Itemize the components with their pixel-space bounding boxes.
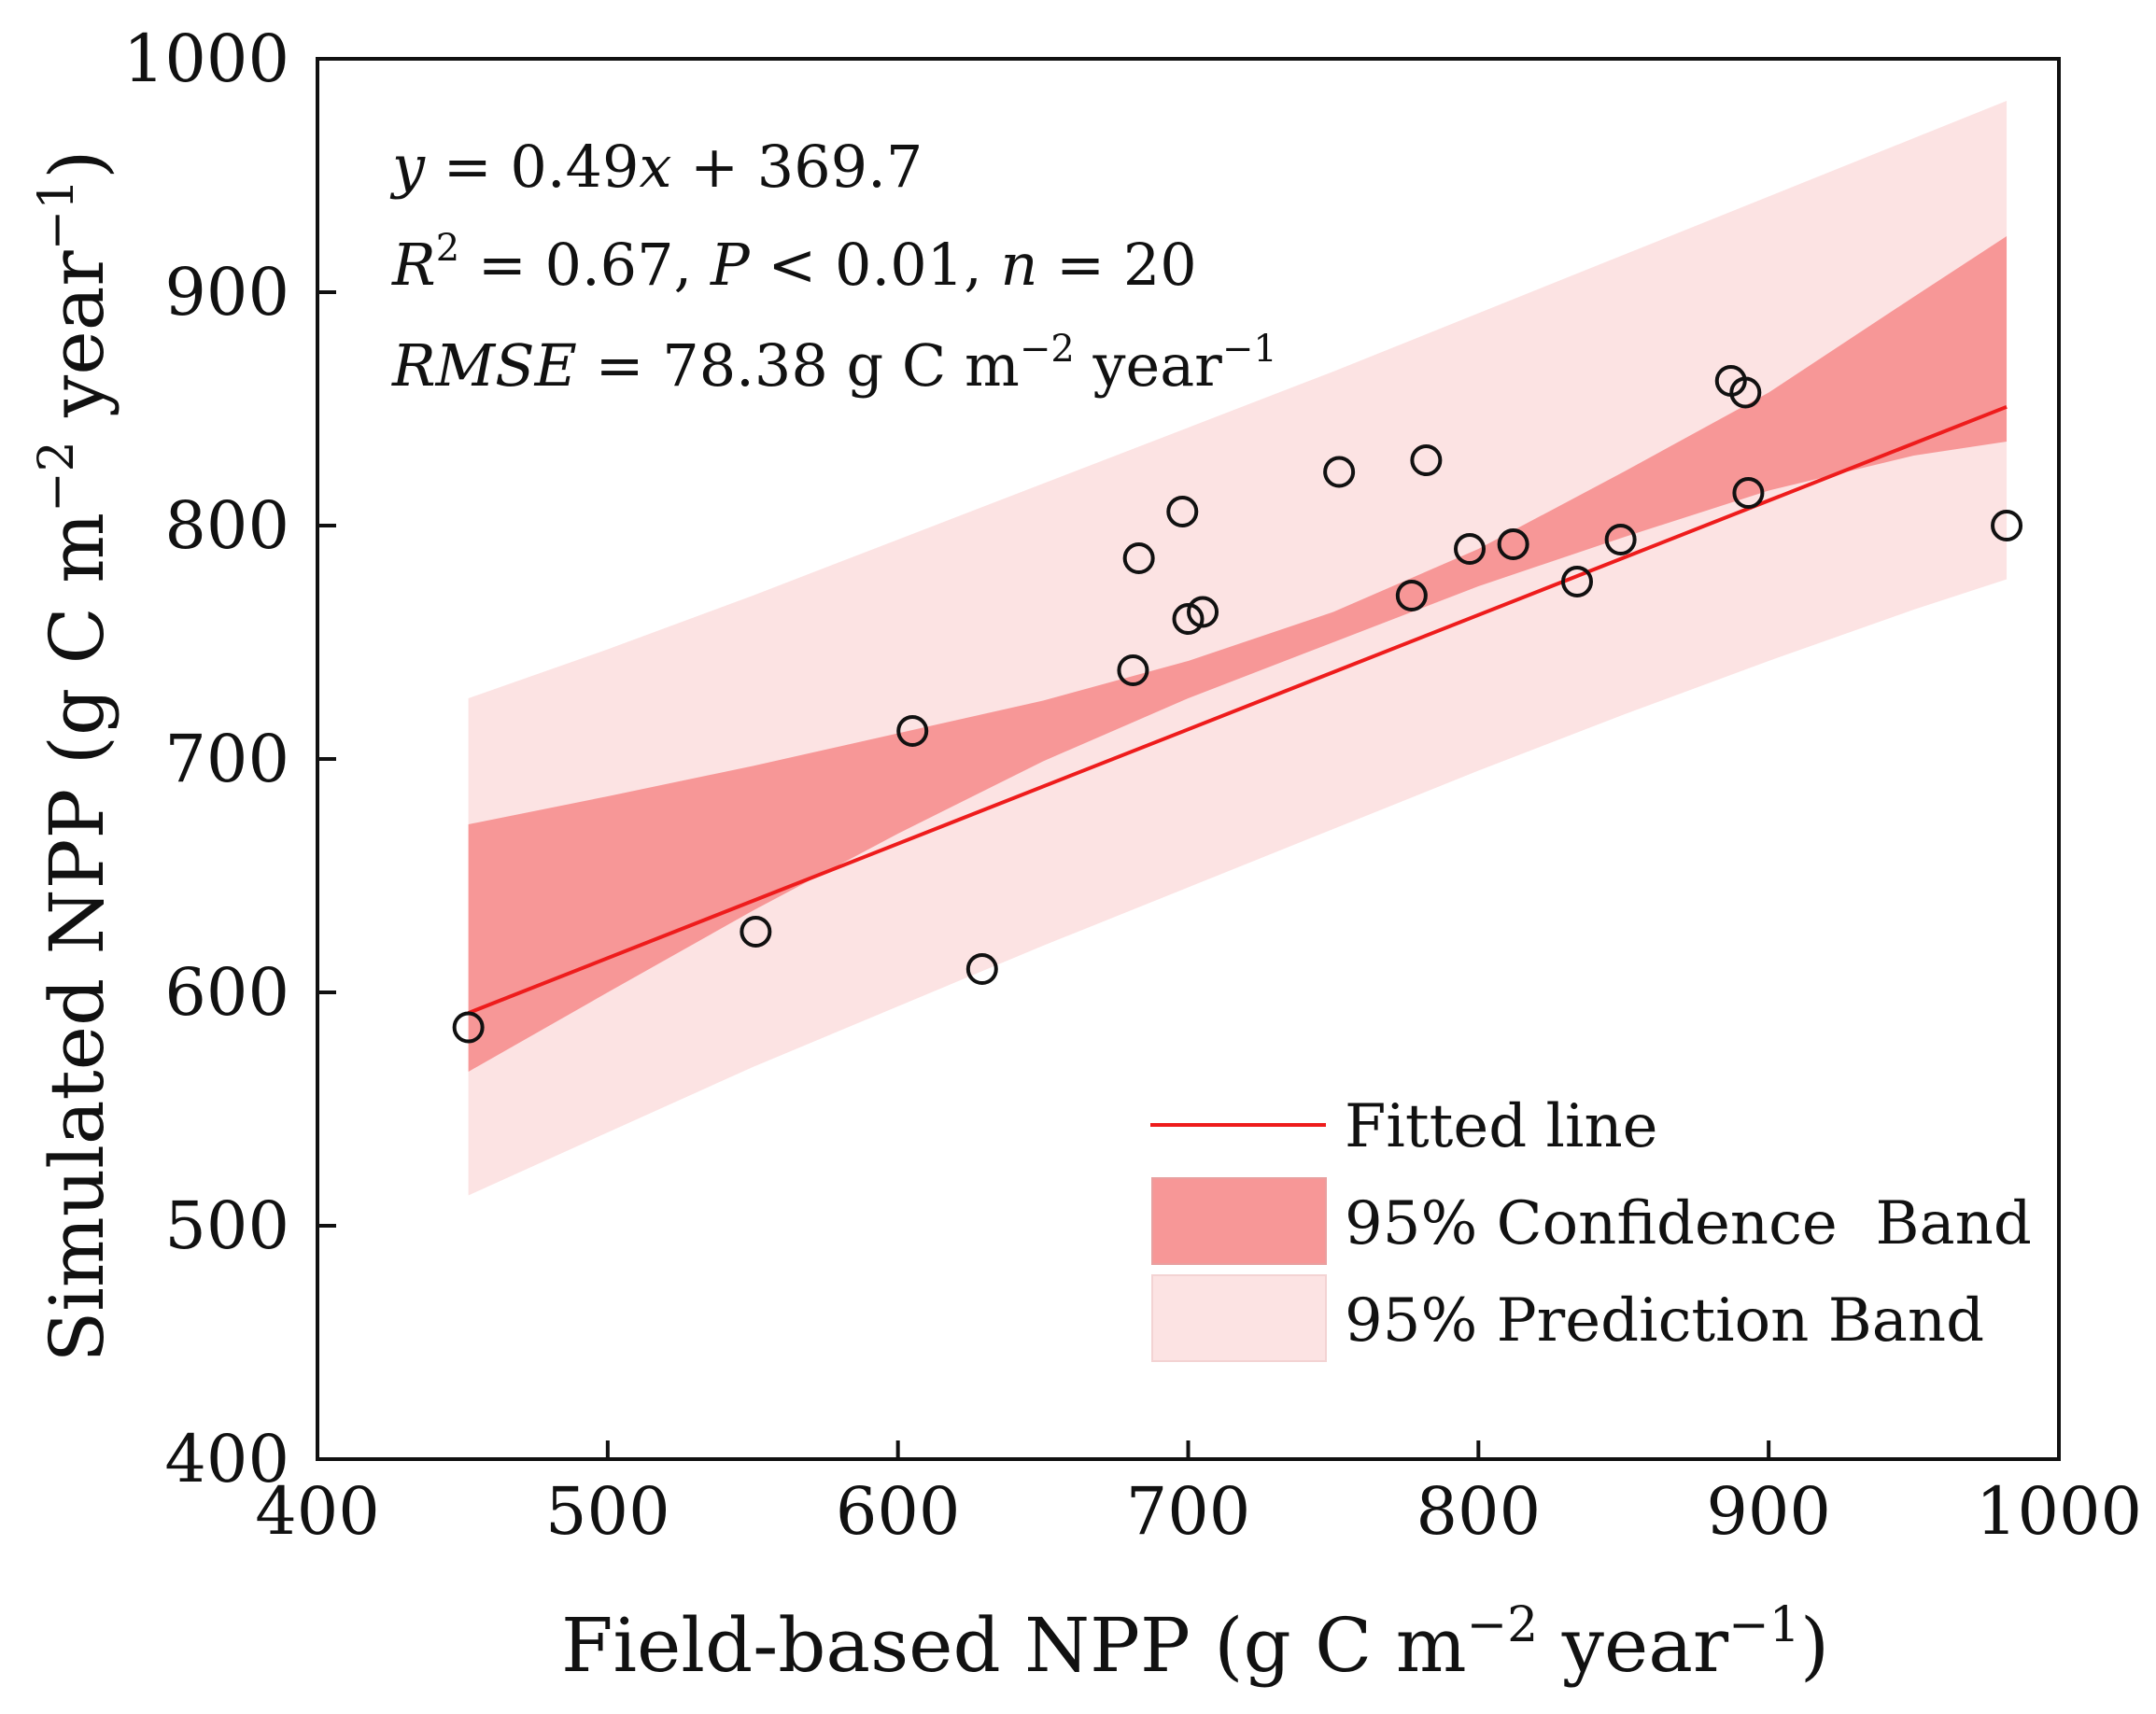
data-point — [1497, 528, 1529, 560]
data-point — [740, 916, 772, 948]
legend-prediction-swatch — [1151, 1274, 1327, 1362]
x-axis-ticks: 400 500 600 700 800 900 1000 — [255, 1440, 2142, 1550]
data-point — [452, 1011, 485, 1044]
data-point — [1732, 477, 1765, 509]
data-point — [965, 953, 998, 985]
x-axis-title: Field-based NPP (g C m−2 year−1) — [561, 1597, 1829, 1689]
y-axis-title: Simulated NPP (g C m−2 year−1) — [29, 149, 120, 1362]
x-tick-label: 500 — [545, 1473, 670, 1550]
x-tick-label: 400 — [255, 1473, 380, 1550]
stats-annotation: R2 = 0.67, P < 0.01, n = 20 — [391, 227, 1197, 299]
y-tick-label: 400 — [164, 1421, 289, 1497]
y-tick-label: 900 — [164, 254, 289, 330]
points-layer — [452, 365, 2023, 1044]
x-tick-label: 1000 — [1976, 1473, 2142, 1550]
y-axis-ticks: 400 500 600 700 800 900 1000 — [123, 21, 336, 1497]
data-point — [1187, 596, 1219, 628]
data-point — [1729, 376, 1762, 409]
y-tick-label: 800 — [164, 487, 289, 564]
rmse-annotation: RMSE = 78.38 g C m−2 year−1 — [391, 328, 1277, 400]
legend-confidence-swatch — [1151, 1177, 1327, 1265]
data-point — [1172, 603, 1205, 635]
y-tick-label: 600 — [164, 954, 289, 1031]
x-tick-label: 800 — [1416, 1473, 1542, 1550]
data-point — [1395, 580, 1428, 611]
data-point — [1991, 510, 2023, 541]
legend-label-fit: Fitted line — [1345, 1092, 1658, 1161]
data-point — [1166, 496, 1199, 527]
data-point — [1122, 542, 1155, 574]
data-point — [1454, 533, 1487, 565]
data-point — [1410, 444, 1443, 476]
data-point — [896, 715, 929, 747]
confidence-band — [468, 236, 2008, 1072]
y-tick-label: 700 — [164, 721, 289, 797]
y-tick-label: 500 — [164, 1187, 289, 1264]
bands-layer — [468, 101, 2008, 1196]
legend: Fitted line 95% Confidence Band 95% Pred… — [1150, 1092, 2032, 1362]
x-tick-label: 700 — [1126, 1473, 1251, 1550]
equation-annotation: y = 0.49x + 369.7 — [389, 133, 923, 201]
data-point — [1604, 524, 1637, 555]
x-tick-label: 900 — [1706, 1473, 1831, 1550]
legend-label-prediction: 95% Prediction Band — [1345, 1286, 1984, 1356]
x-tick-label: 600 — [836, 1473, 961, 1550]
data-point — [1117, 654, 1149, 686]
data-point — [1323, 456, 1356, 488]
data-point — [1561, 566, 1594, 597]
legend-label-confidence: 95% Confidence Band — [1345, 1189, 2032, 1258]
y-tick-label: 1000 — [123, 21, 289, 97]
